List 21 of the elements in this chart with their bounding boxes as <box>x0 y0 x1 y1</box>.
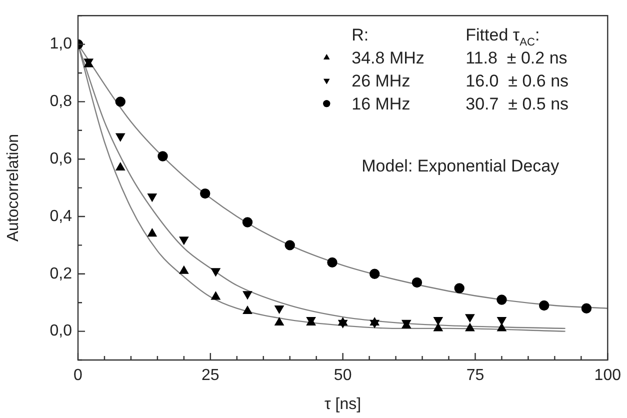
legend-label: 16 MHz <box>352 94 410 114</box>
annotation: 30.7 ± 0.5 ns <box>466 94 569 114</box>
y-axis-title: Autocorrelation <box>5 134 22 242</box>
legend-label: 34.8 MHz <box>352 48 424 68</box>
x-tick-label: 25 <box>202 367 220 384</box>
y-tick-label: 0,4 <box>50 208 72 225</box>
annotation: Model: Exponential Decay <box>362 156 560 176</box>
legend-label: 26 MHz <box>352 72 410 91</box>
x-tick-label: 100 <box>594 367 622 384</box>
y-tick-label: 0,6 <box>50 150 72 168</box>
y-tick-label: 0,2 <box>50 265 72 282</box>
x-axis-title: τ [ns] <box>324 396 362 413</box>
legend-title: R: <box>352 26 369 45</box>
x-tick-label: 0 <box>74 367 83 384</box>
annotation: 16.0 ± 0.6 ns <box>466 72 569 91</box>
x-tick-label: 75 <box>466 367 484 384</box>
y-tick-label: 0,8 <box>50 93 72 110</box>
x-tick-label: 50 <box>334 367 352 384</box>
annotation: 11.8 ± 0.2 ns <box>466 48 568 68</box>
y-tick-label: 1,0 <box>50 36 72 53</box>
y-tick-label: 0,0 <box>50 322 72 340</box>
